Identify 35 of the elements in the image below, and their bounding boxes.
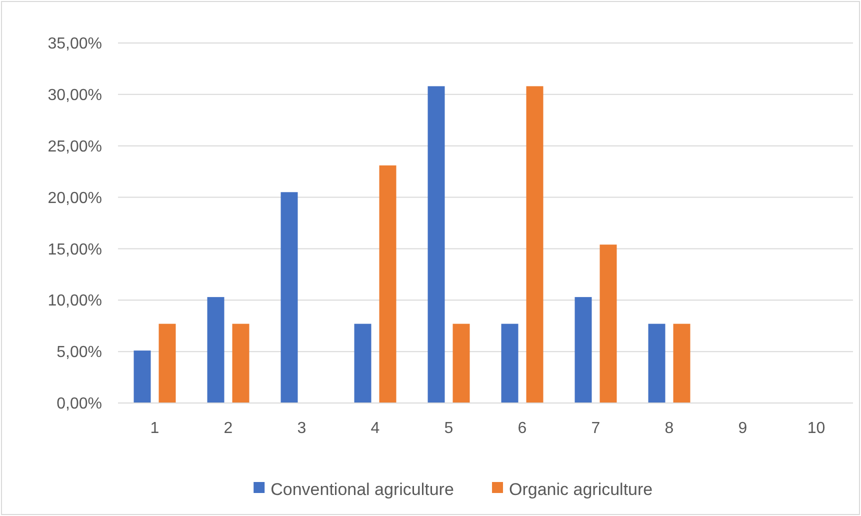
bar <box>232 324 250 403</box>
x-tick-label: 4 <box>370 420 380 437</box>
x-tick-label: 2 <box>224 420 233 437</box>
x-tick-label: 6 <box>518 420 527 437</box>
y-tick-label: 35,00% <box>48 36 102 53</box>
x-tick-label: 8 <box>664 420 674 437</box>
y-tick-label: 30,00% <box>48 87 102 104</box>
x-tick-label: 10 <box>807 420 826 437</box>
bar <box>648 324 666 403</box>
bar <box>600 244 617 403</box>
bar <box>379 165 396 403</box>
legend-label: Organic agriculture <box>509 480 653 499</box>
y-tick-label: 20,00% <box>48 190 102 207</box>
y-tick-label: 5,00% <box>56 344 102 362</box>
legend-label: Conventional agriculture <box>270 480 454 499</box>
bar <box>574 297 592 403</box>
y-tick-label: 25,00% <box>48 138 102 156</box>
x-tick-label: 3 <box>297 420 306 437</box>
bar <box>280 192 298 403</box>
bar <box>526 86 544 403</box>
y-tick-label: 0,00% <box>56 396 102 413</box>
bar <box>452 324 470 403</box>
bar <box>354 324 372 403</box>
bar <box>134 350 151 403</box>
bar <box>428 86 445 403</box>
x-tick-label: 7 <box>591 420 600 437</box>
y-tick-label: 15,00% <box>48 241 102 258</box>
x-tick-label: 5 <box>444 420 454 437</box>
bar <box>673 324 690 403</box>
bar <box>158 324 176 403</box>
x-tick-label: 1 <box>150 420 160 437</box>
x-tick-label: 9 <box>738 420 748 437</box>
bar <box>207 297 224 403</box>
y-tick-label: 10,00% <box>48 292 102 310</box>
bar <box>501 324 518 403</box>
